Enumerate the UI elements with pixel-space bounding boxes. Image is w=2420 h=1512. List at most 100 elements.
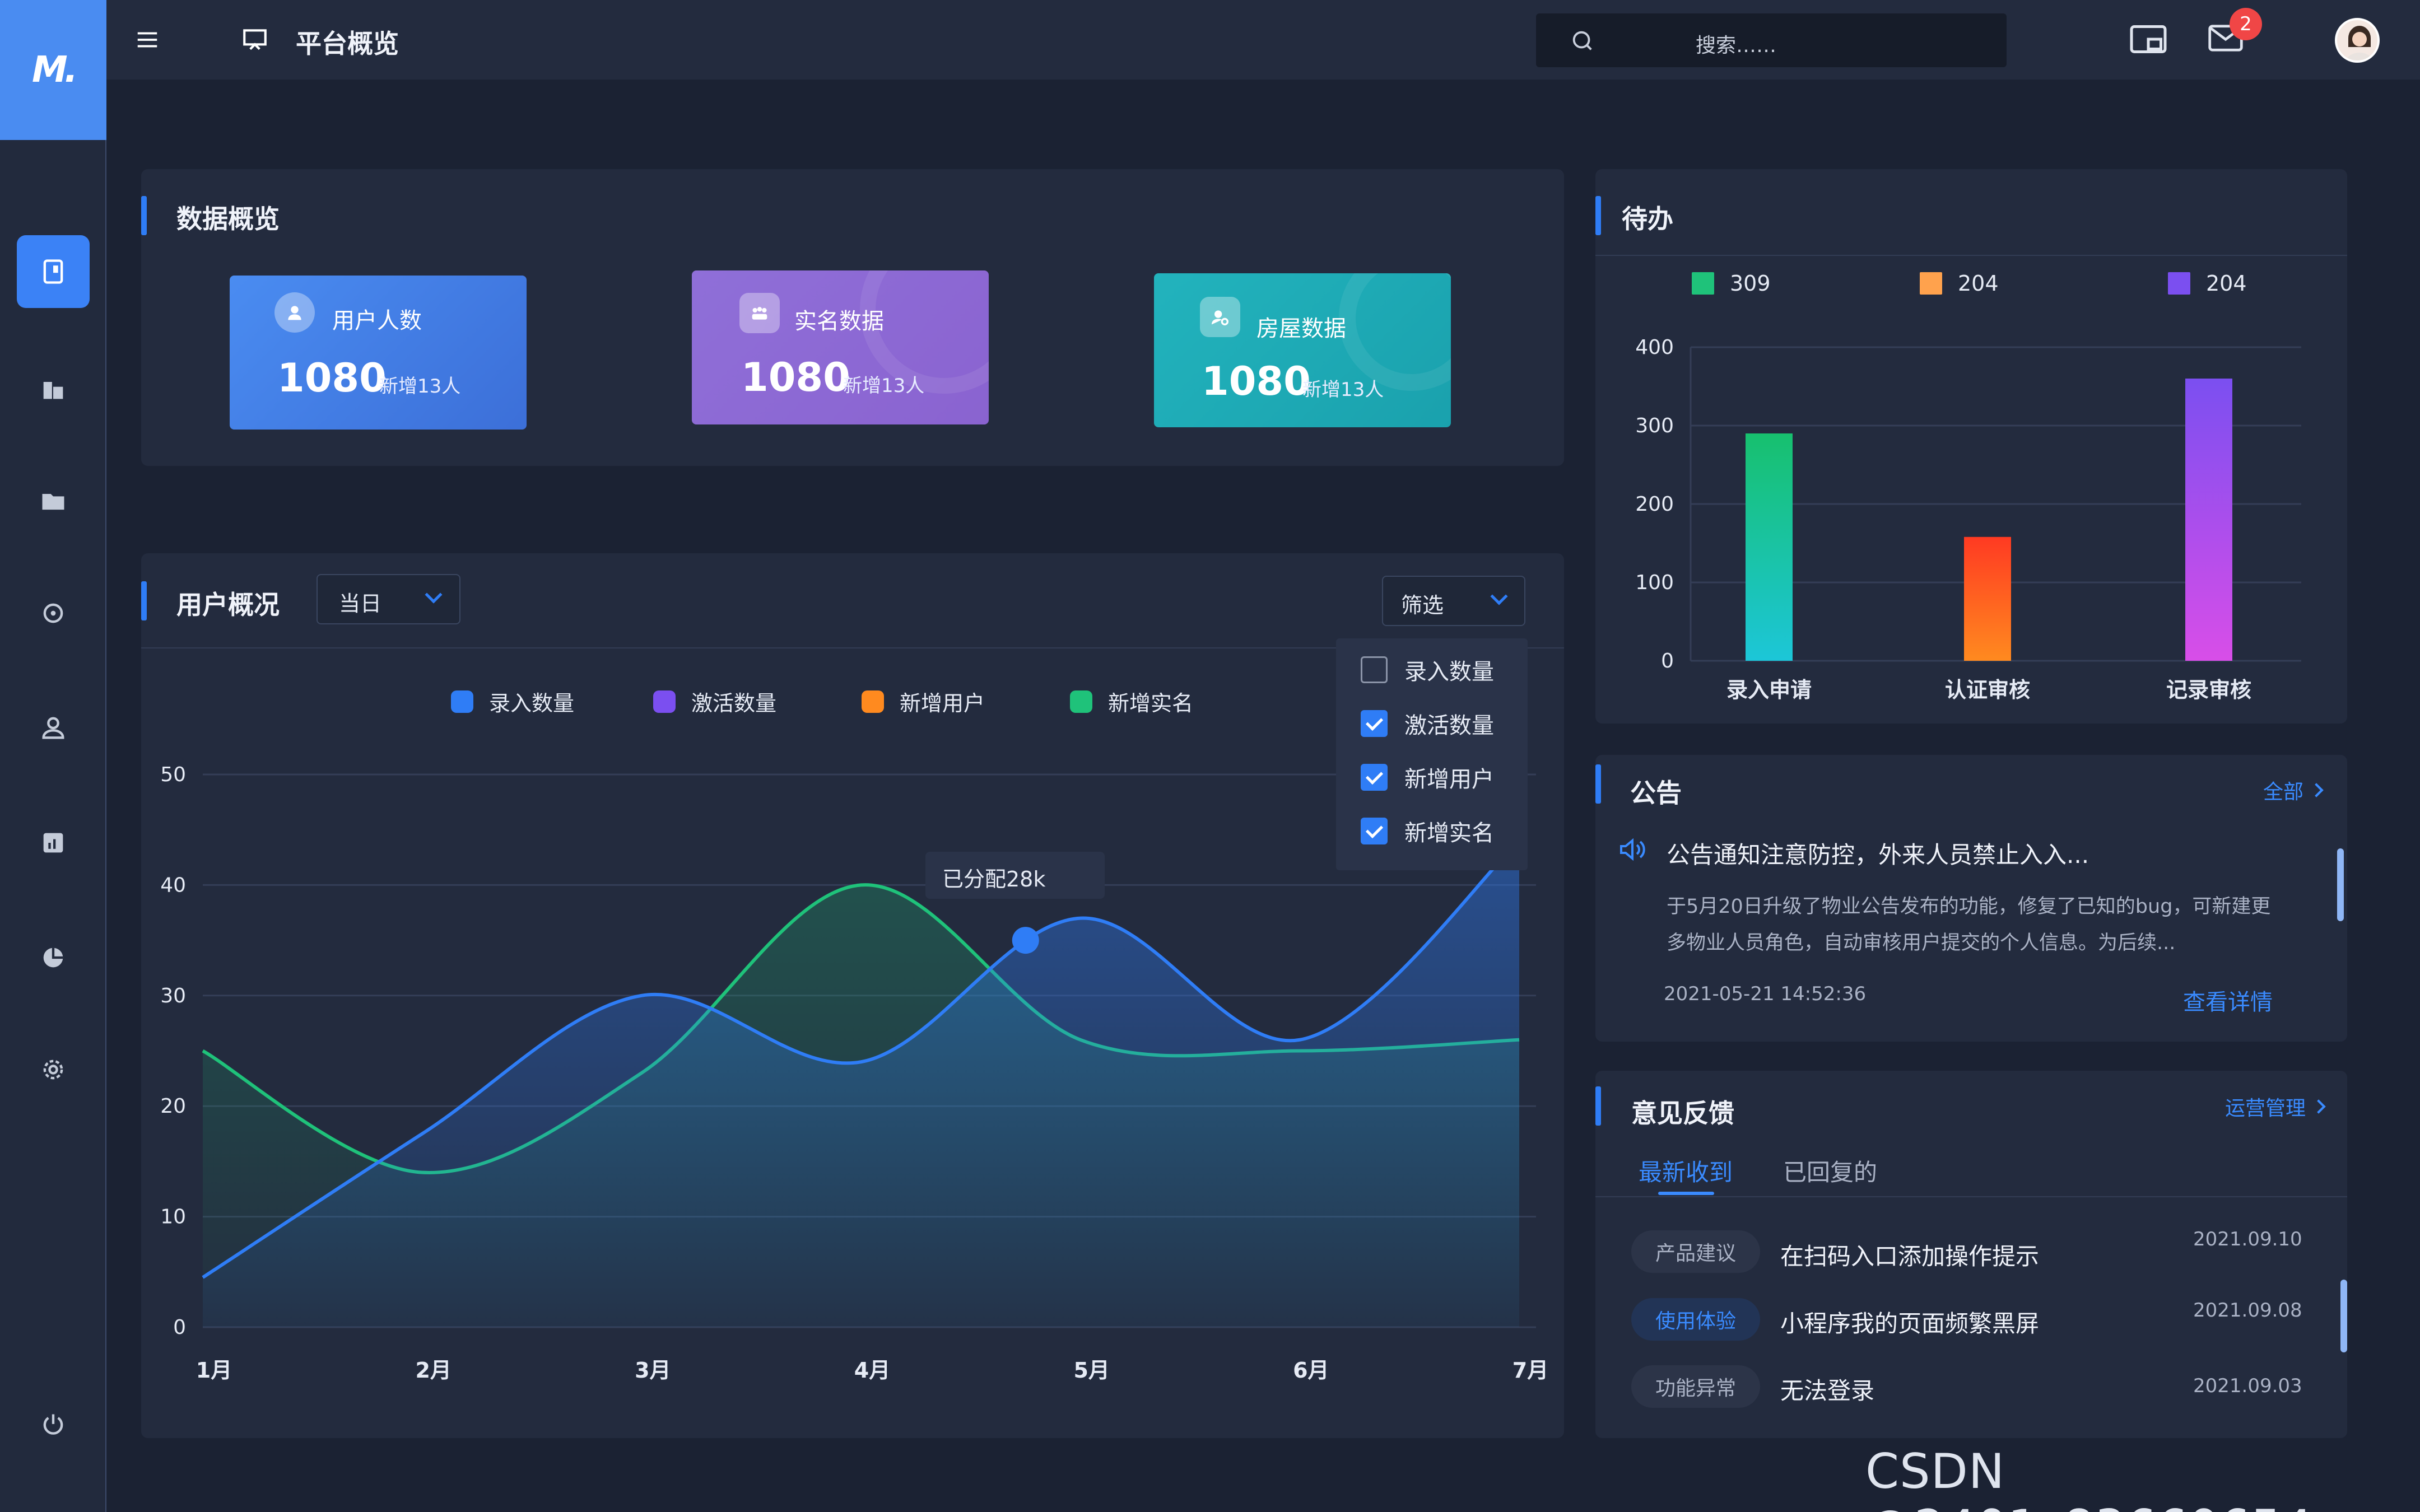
stat-label: 用户人数 — [332, 308, 422, 334]
stat-sub: 新增13人 — [1302, 379, 1384, 401]
legend-item[interactable]: 新增用户 — [862, 686, 985, 717]
y-tick-label: 0 — [1661, 650, 1674, 673]
feedback-tag: 产品建议 — [1631, 1230, 1760, 1273]
legend-label: 激活数量 — [691, 691, 777, 716]
chart-icon[interactable] — [17, 806, 90, 879]
people-icon — [739, 293, 780, 333]
filter-option[interactable]: 激活数量 — [1361, 707, 1494, 740]
dashboard-icon[interactable] — [17, 235, 90, 308]
active-tab-indicator — [1658, 1192, 1714, 1195]
legend-item[interactable]: 新增实名 — [1070, 686, 1193, 717]
y-tick-label: 10 — [160, 1206, 186, 1229]
y-tick-label: 0 — [173, 1316, 186, 1339]
checkbox-checked[interactable] — [1361, 764, 1388, 791]
todo-legend-value: 309 — [1730, 271, 1771, 296]
todo-bar-chart: 0 100 200 300 400 录入申请 认证审核 记录审核 — [1635, 336, 2301, 702]
legend-swatch — [2168, 272, 2190, 295]
overview-title: 数据概览 — [176, 204, 280, 234]
title-accent — [141, 196, 147, 235]
stat-card-housing[interactable]: 房屋数据 1080 新增13人 — [1154, 273, 1451, 427]
y-tick-label: 200 — [1635, 493, 1674, 516]
legend-swatch — [862, 690, 884, 713]
notice-scrollbar[interactable] — [2337, 848, 2344, 921]
stat-sub: 新增13人 — [843, 375, 925, 397]
period-value: 当日 — [339, 591, 382, 616]
feedback-text[interactable]: 小程序我的页面频繁黑屏 — [1780, 1310, 2040, 1337]
y-tick-label: 20 — [160, 1095, 186, 1118]
house-user-icon — [1200, 297, 1240, 337]
todo-legend-item: 309 — [1692, 271, 1771, 296]
checkbox-checked[interactable] — [1361, 710, 1388, 737]
x-tick-label: 认证审核 — [1945, 678, 2030, 702]
stat-value: 1080 — [741, 354, 850, 400]
highlight-point — [1012, 927, 1039, 954]
stat-card-users[interactable]: 用户人数 1080 新增13人 — [230, 276, 527, 430]
target-icon[interactable] — [17, 577, 90, 650]
title-accent — [1595, 1086, 1601, 1126]
feedback-title: 意见反馈 — [1631, 1098, 1734, 1128]
feedback-manage-link[interactable]: 运营管理 — [2225, 1092, 2326, 1121]
filter-option[interactable]: 录入数量 — [1361, 653, 1494, 687]
menu-icon[interactable] — [134, 27, 160, 55]
legend-swatch — [1920, 272, 1942, 295]
stat-value: 1080 — [277, 355, 387, 401]
period-select[interactable]: 当日 — [317, 574, 460, 624]
title-accent — [141, 581, 147, 620]
checkbox-checked[interactable] — [1361, 818, 1388, 844]
board-icon — [241, 26, 269, 56]
y-tick-label: 400 — [1635, 336, 1674, 359]
filter-option[interactable]: 新增实名 — [1361, 814, 1494, 848]
legend-swatch — [1070, 690, 1092, 713]
legend-item[interactable]: 录入数量 — [451, 686, 574, 717]
chart-tooltip: 已分配28k — [925, 852, 1105, 899]
tab-replied[interactable]: 已回复的 — [1783, 1159, 1878, 1186]
search-input[interactable]: 搜索…… — [1536, 13, 2007, 67]
filter-option-label: 新增实名 — [1404, 820, 1494, 846]
legend-swatch — [1692, 272, 1714, 295]
feedback-tag: 使用体验 — [1631, 1298, 1760, 1341]
notice-headline[interactable]: 公告通知注意防控，外来人员禁止入入... — [1667, 841, 2089, 869]
power-icon[interactable] — [17, 1389, 90, 1462]
notice-body-line: 多物业人员角色，自动审核用户提交的个人信息。为后续... — [1667, 932, 2176, 954]
avatar[interactable] — [2335, 18, 2380, 63]
todo-legend-value: 204 — [1958, 271, 1999, 296]
filter-select[interactable]: 筛选 — [1382, 576, 1525, 626]
pie-icon[interactable] — [17, 921, 90, 994]
stat-card-realname[interactable]: 实名数据 1080 新增13人 — [692, 270, 989, 424]
feedback-text[interactable]: 无法登录 — [1780, 1377, 1875, 1404]
gear-icon[interactable] — [17, 1033, 90, 1106]
chevron-right-icon — [2311, 1099, 2326, 1114]
logo[interactable]: M. — [0, 0, 106, 140]
checkbox[interactable] — [1361, 656, 1388, 683]
building-icon[interactable] — [17, 353, 90, 426]
filter-label: 筛选 — [1401, 593, 1444, 618]
chevron-right-icon — [2309, 783, 2324, 797]
user-avatar-icon — [274, 292, 315, 333]
feedback-scrollbar[interactable] — [2340, 1280, 2347, 1352]
bar — [2185, 379, 2232, 661]
tab-latest[interactable]: 最新收到 — [1639, 1159, 1733, 1186]
notice-title: 公告 — [1630, 778, 1682, 808]
x-tick-label: 4月 — [854, 1358, 890, 1383]
feedback-text[interactable]: 在扫码入口添加操作提示 — [1780, 1243, 2040, 1270]
chevron-down-icon — [425, 586, 443, 604]
filter-menu: 录入数量 激活数量 新增用户 新增实名 — [1336, 638, 1528, 870]
folder-icon[interactable] — [17, 465, 90, 538]
x-tick-label: 3月 — [635, 1358, 671, 1383]
tooltip-text: 已分配28k — [942, 867, 1046, 892]
notice-all-link[interactable]: 全部 — [2263, 776, 2324, 805]
legend-item[interactable]: 激活数量 — [653, 686, 776, 717]
stat-value: 1080 — [1202, 358, 1311, 404]
bar — [1964, 536, 2011, 661]
notice-time: 2021-05-21 14:52:36 — [1664, 983, 1867, 1005]
search-icon — [1572, 31, 1592, 50]
divider — [141, 647, 1564, 648]
notice-detail-link[interactable]: 查看详情 — [2183, 990, 2273, 1015]
legend-swatch — [653, 690, 676, 713]
x-tick-label: 记录审核 — [2166, 678, 2251, 702]
screen-icon[interactable] — [2129, 22, 2168, 58]
filter-option[interactable]: 新增用户 — [1361, 760, 1494, 794]
user-icon[interactable] — [17, 692, 90, 764]
card-decoration — [1339, 273, 1451, 391]
todo-legend-item: 204 — [1920, 271, 1999, 296]
